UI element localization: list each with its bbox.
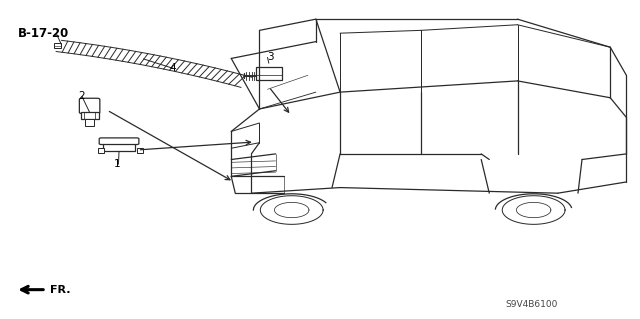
Bar [137, 148, 143, 153]
Bar [81, 112, 99, 119]
Text: 3: 3 [268, 52, 274, 63]
Text: 4: 4 [170, 63, 176, 73]
Bar [54, 43, 61, 48]
Text: FR.: FR. [50, 285, 70, 295]
Text: 2: 2 [79, 91, 85, 101]
Text: 1: 1 [114, 159, 120, 169]
Bar [256, 67, 282, 80]
Bar [85, 119, 94, 126]
Text: S9V4B6100: S9V4B6100 [505, 300, 557, 309]
Bar [98, 148, 104, 153]
Text: B-17-20: B-17-20 [18, 27, 69, 40]
Bar [103, 142, 135, 151]
FancyBboxPatch shape [79, 98, 100, 114]
FancyBboxPatch shape [99, 138, 139, 145]
